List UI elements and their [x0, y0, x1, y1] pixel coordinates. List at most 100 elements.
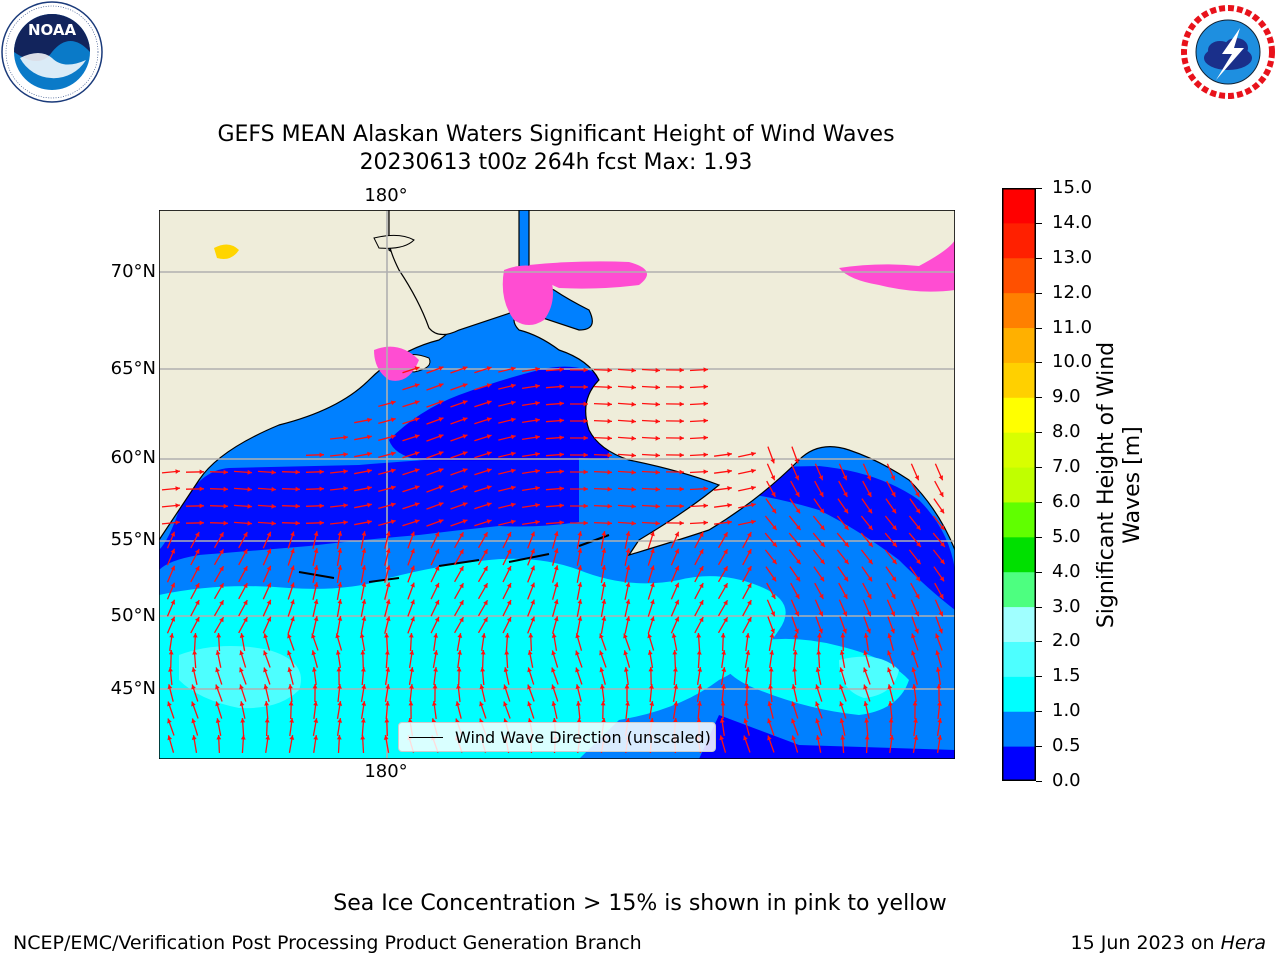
wind-wave-arrowhead: [167, 718, 172, 724]
wind-wave-arrowhead: [510, 519, 516, 525]
wind-wave-arrowhead: [655, 520, 660, 526]
wind-wave-arrowhead: [583, 401, 588, 407]
wind-wave-arrowhead: [219, 549, 224, 555]
wind-wave-arrowhead: [673, 667, 678, 672]
wind-wave-arrowhead: [503, 701, 508, 707]
wind-wave-arrowhead: [167, 684, 173, 690]
wind-wave-arrowhead: [795, 491, 800, 497]
wind-wave-arrowhead: [290, 599, 295, 605]
colorbar-tick-mark: [1036, 188, 1042, 189]
wind-wave-arrowhead: [361, 684, 367, 689]
wind-wave-arrowhead: [530, 582, 535, 588]
wind-wave-arrowhead: [887, 650, 892, 656]
colorbar-tick-mark: [1036, 676, 1042, 678]
wind-wave-arrowhead: [506, 583, 512, 588]
wind-wave-arrowhead: [223, 469, 228, 475]
wind-wave-arrowhead: [673, 684, 679, 689]
wind-wave-arrowhead: [916, 525, 921, 530]
wind-wave-arrowhead: [192, 650, 197, 655]
wind-wave-arrowhead: [319, 469, 324, 475]
wind-wave-arrowhead: [699, 549, 704, 555]
wind-wave-arrowhead: [527, 667, 532, 673]
wind-wave-arrowhead: [623, 633, 628, 639]
wind-wave-arrowhead: [271, 469, 276, 475]
wind-wave-arrowhead: [843, 593, 848, 599]
wind-wave-arrowhead: [462, 366, 468, 371]
wind-wave-arrowhead: [696, 650, 702, 655]
wind-wave-arrowhead: [384, 718, 390, 723]
wind-wave-arrowhead: [360, 650, 366, 655]
wind-wave-arrowhead: [607, 435, 612, 441]
wave-field-bering-north: [389, 366, 609, 461]
wind-wave-arrowhead: [935, 650, 940, 656]
wind-wave-arrowhead: [319, 520, 324, 526]
wind-wave-arrowhead: [607, 418, 612, 424]
wind-wave-arrowhead: [410, 599, 415, 605]
wind-wave-arrowhead: [792, 650, 798, 655]
wind-wave-arrowhead: [408, 633, 414, 638]
wind-wave-arrowhead: [290, 582, 295, 588]
wind-wave-arrowhead: [815, 701, 820, 707]
wind-wave-arrowhead: [455, 701, 461, 707]
wind-wave-arrowhead: [456, 684, 461, 689]
wind-wave-arrowhead: [649, 718, 655, 723]
wind-wave-arrowhead: [199, 469, 204, 475]
wind-wave-arrowhead: [866, 475, 871, 481]
wind-wave-arrowhead: [937, 735, 943, 740]
wind-wave-arrowhead: [191, 735, 197, 740]
wind-wave-arrowhead: [650, 582, 655, 588]
wind-wave-arrowhead: [506, 617, 512, 622]
wind-wave-arrowhead: [361, 701, 367, 706]
wind-wave-arrowhead: [747, 600, 752, 606]
wind-wave-arrowhead: [679, 418, 684, 424]
wind-wave-arrowhead: [772, 559, 777, 565]
wind-wave-arrowhead: [551, 667, 556, 673]
wind-wave-arrowhead: [385, 616, 391, 622]
wind-wave-arrowhead: [438, 519, 444, 524]
wind-wave-arrowhead: [655, 384, 660, 390]
wind-wave-arrowhead: [674, 599, 679, 605]
wind-wave-arrowhead: [434, 548, 440, 554]
wind-wave-arrowhead: [844, 525, 849, 530]
wind-wave-arrowhead: [247, 469, 252, 475]
wind-wave-arrowhead: [457, 633, 463, 638]
wind-wave-arrowhead: [770, 458, 775, 464]
wind-wave-arrowhead: [367, 519, 372, 525]
wind-wave-arrowhead: [867, 576, 873, 582]
footer-organization: NCEP/EMC/Verification Post Processing Pr…: [13, 932, 642, 954]
wind-wave-arrowhead: [459, 583, 464, 589]
wind-wave-arrowhead: [367, 485, 372, 491]
wind-wave-arrowhead: [631, 418, 636, 424]
wind-wave-arrowhead: [772, 542, 777, 547]
colorbar-segment: [1002, 257, 1036, 294]
wind-wave-arrowhead: [510, 502, 516, 508]
wind-wave-arrowhead: [891, 491, 896, 497]
wind-wave-arrowhead: [459, 617, 464, 623]
wind-wave-arrowhead: [912, 684, 917, 689]
wind-wave-arrowhead: [287, 633, 292, 639]
wind-wave-arrowhead: [939, 491, 944, 497]
wind-wave-arrowhead: [551, 650, 556, 656]
wind-wave-arrowhead: [817, 633, 822, 638]
lat-label-65: 65°N: [110, 358, 156, 379]
wind-wave-arrowhead: [650, 565, 655, 571]
wind-wave-arrowhead: [936, 684, 942, 689]
wind-wave-arrowhead: [791, 718, 796, 724]
wind-wave-arrowhead: [844, 559, 849, 565]
wind-wave-arrowhead: [192, 633, 198, 638]
noaa-logo-text: NOAA: [28, 21, 77, 39]
wind-wave-arrowhead: [223, 503, 228, 509]
colorbar-segment: [1002, 746, 1036, 781]
wind-wave-arrowhead: [337, 718, 343, 723]
wind-wave-arrowhead: [337, 531, 343, 536]
wind-wave-arrowhead: [868, 525, 873, 530]
wind-wave-arrowhead: [868, 559, 873, 565]
wind-wave-arrowhead: [459, 549, 464, 555]
wind-wave-arrowhead: [438, 383, 444, 388]
wind-wave-arrowhead: [577, 531, 583, 536]
wind-wave-arrowhead: [195, 549, 200, 554]
wind-wave-arrowhead: [530, 531, 535, 537]
wind-wave-arrowhead: [434, 616, 440, 622]
wind-wave-arrowhead: [771, 491, 776, 497]
wind-wave-arrowhead: [361, 531, 367, 536]
